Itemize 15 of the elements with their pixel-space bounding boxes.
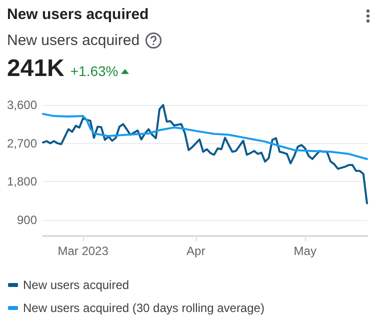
text: +1.63% [70,63,118,79]
legend-label: New users acquired (30 days rolling average) [23,301,264,315]
x-tick-label: May [294,244,316,258]
x-tick-label: Apr [186,244,206,258]
legend-label: New users acquired [23,278,130,292]
y-tick-label: 2,700 [6,136,38,150]
x-tick-label: Mar 2023 [58,244,109,258]
chart-subtitle: New users acquired [7,32,140,49]
line-series [42,104,368,204]
y-tick-label: 1,800 [6,174,38,189]
y-tick-label: 3,600 [6,98,38,112]
text: 241K [7,55,64,83]
y-tick-label: 900 [16,212,38,227]
line-series [42,112,368,160]
chart-title: New users acquired [7,6,150,23]
